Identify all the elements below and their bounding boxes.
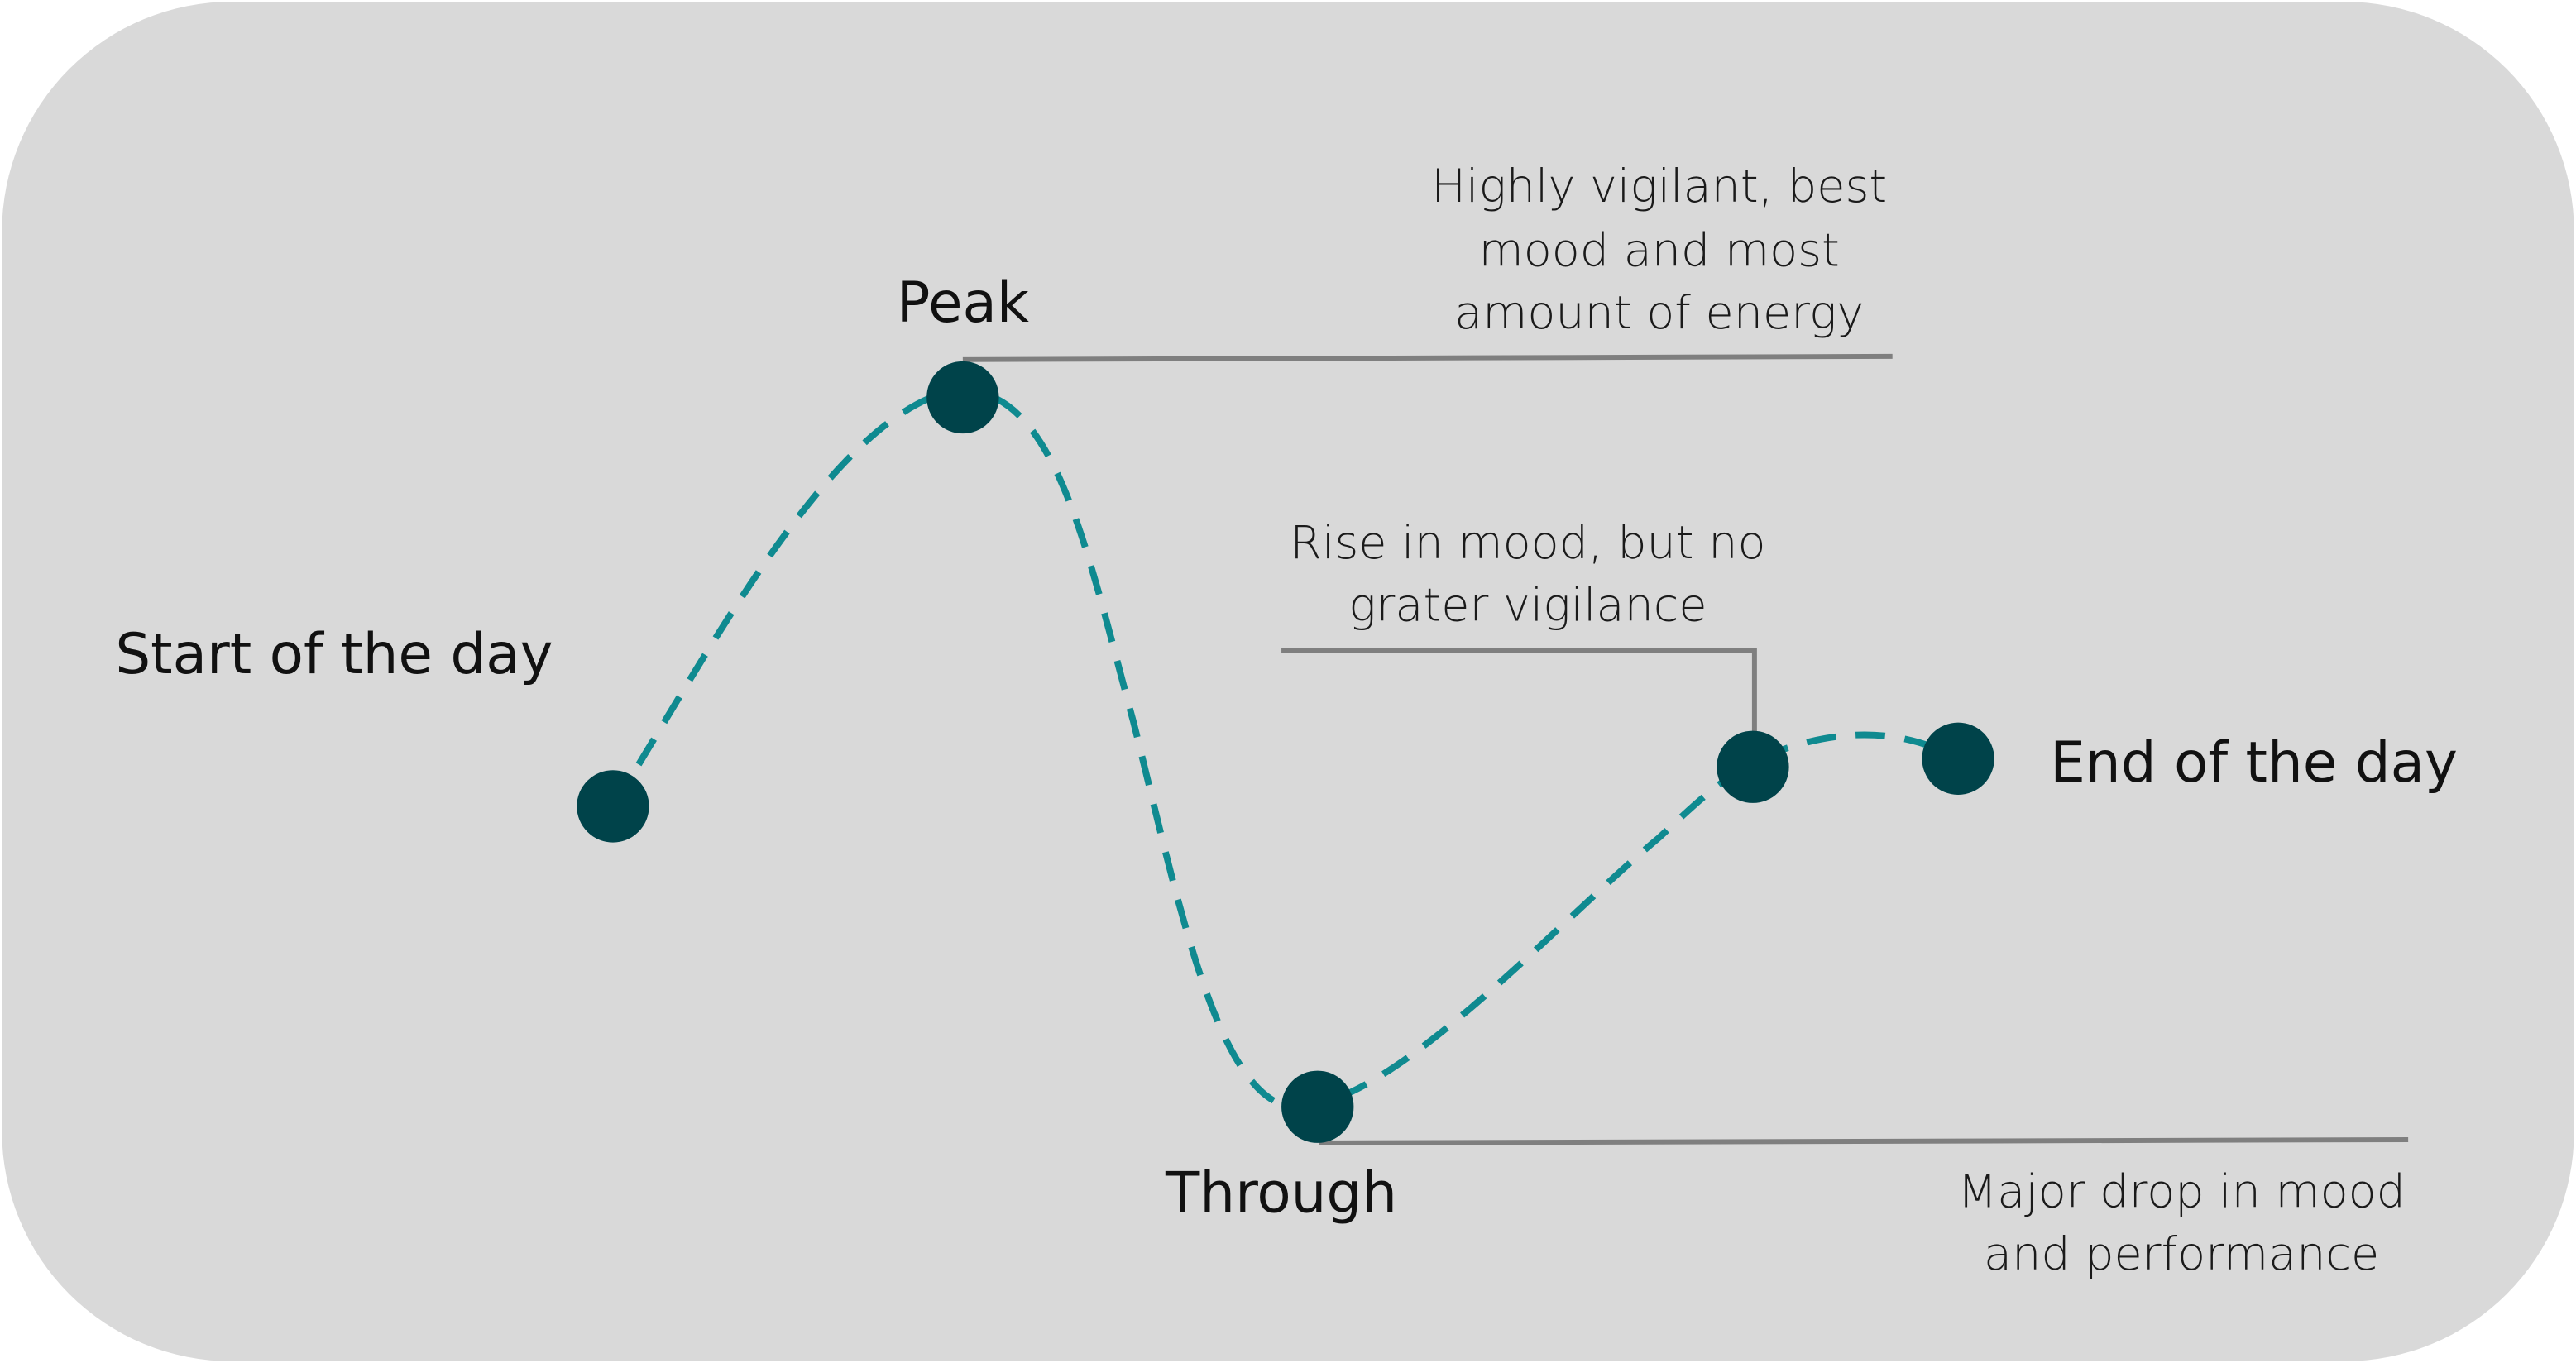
through-label: Through — [1165, 1160, 1397, 1225]
peak-point — [926, 361, 999, 434]
peak-annotation-line: Highly vigilant, best — [1431, 160, 1887, 213]
peak-leader-line — [962, 353, 1893, 362]
through-annotation-line: Major drop in mood — [1957, 1165, 2406, 1218]
rise-annotation-line: Rise in mood, but no — [1290, 516, 1765, 570]
rise-point — [1717, 730, 1789, 803]
through-point — [1281, 1070, 1354, 1143]
start-point — [577, 770, 649, 843]
start-label: Start of the day — [115, 621, 553, 686]
rise-leader-line — [1281, 648, 1757, 739]
peak-label: Peak — [897, 270, 1029, 335]
end-point — [1922, 722, 1994, 796]
rise-annotation-line: grater vigilance — [1348, 579, 1707, 633]
peak-annotation-line: amount of energy — [1454, 286, 1864, 340]
end-label: End of the day — [2050, 729, 2458, 795]
through-leader-line — [1319, 1136, 2409, 1145]
through-annotation-line: and performance — [1984, 1227, 2379, 1281]
peak-annotation-line: mood and most — [1479, 224, 1840, 278]
